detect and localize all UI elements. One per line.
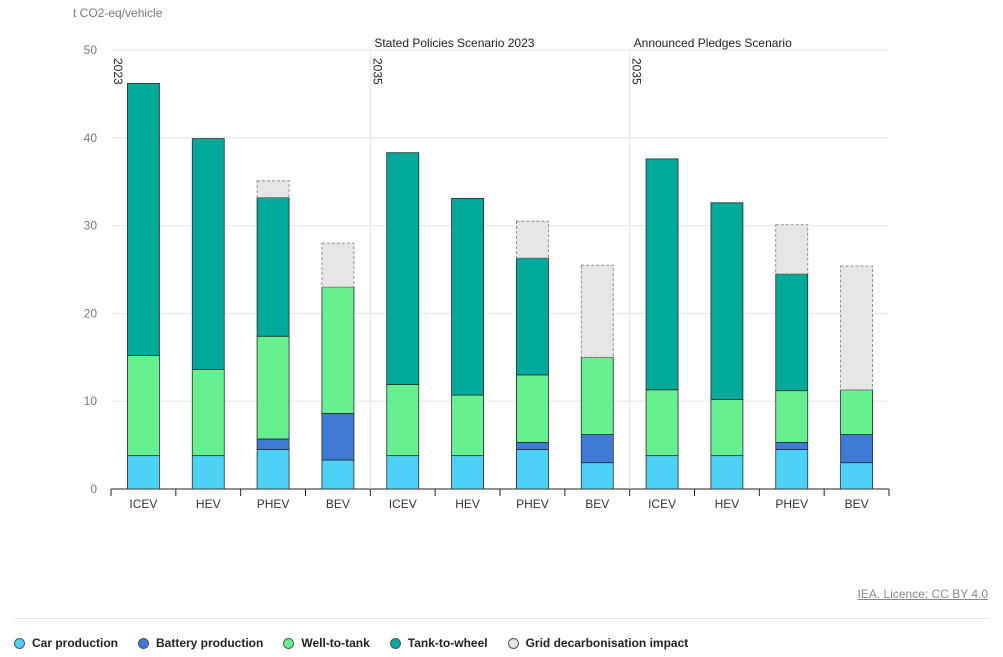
x-tick-label: BEV xyxy=(326,497,350,511)
bar-segment-grid-decarbonisation-impact xyxy=(775,224,809,275)
bar-segment-well-to-tank xyxy=(580,356,614,435)
bar-segment-battery-production xyxy=(321,413,355,461)
bar-segment-battery-production xyxy=(840,434,873,464)
group-year-label: 2023 xyxy=(111,58,125,85)
bar-segment-well-to-tank xyxy=(451,394,484,457)
x-tick-label: BEV xyxy=(585,497,609,511)
legend-label: Well-to-tank xyxy=(301,636,370,650)
legend-item-battery-production[interactable]: Battery production xyxy=(138,636,263,650)
x-tick-label: PHEV xyxy=(516,497,549,511)
group-title: Stated Policies Scenario 2023 xyxy=(374,36,534,50)
bar-segment-grid-decarbonisation-impact xyxy=(516,220,549,259)
legend-item-grid-decarbonisation-impact[interactable]: Grid decarbonisation impact xyxy=(507,636,689,650)
x-tick-label: HEV xyxy=(196,497,221,511)
legend-label: Battery production xyxy=(156,636,264,650)
bar-segment-car-production xyxy=(775,449,809,490)
bar-segment-car-production xyxy=(840,462,873,490)
bar-segment-car-production xyxy=(256,449,290,490)
bar-segment-tank-to-wheel xyxy=(451,197,484,396)
bar-segment-well-to-tank xyxy=(840,389,873,435)
y-tick-label: 50 xyxy=(84,43,98,57)
bar-segment-battery-production xyxy=(580,434,614,464)
bar-segment-car-production xyxy=(191,455,225,490)
legend-swatch-icon xyxy=(389,637,401,649)
bar-segment-battery-production xyxy=(516,442,549,450)
bar-segment-well-to-tank xyxy=(775,390,809,443)
bar-segment-well-to-tank xyxy=(645,389,679,457)
bar-segment-grid-decarbonisation-impact xyxy=(580,264,614,358)
bar-segment-well-to-tank xyxy=(386,384,420,457)
legend-label: Grid decarbonisation impact xyxy=(525,636,689,650)
bar-segment-tank-to-wheel xyxy=(775,273,809,392)
legend-swatch-icon xyxy=(138,637,149,649)
bar-segment-car-production xyxy=(127,455,160,490)
legend-swatch-icon xyxy=(283,637,295,649)
y-tick-label: 0 xyxy=(90,482,97,496)
x-tick-label: HEV xyxy=(455,497,480,511)
bar-segment-tank-to-wheel xyxy=(256,197,290,337)
legend-label: Tank-to-wheel xyxy=(407,636,488,650)
y-tick-label: 30 xyxy=(84,219,98,233)
bar-segment-car-production xyxy=(580,462,614,490)
bar-segment-battery-production xyxy=(775,442,809,450)
bar-segment-grid-decarbonisation-impact xyxy=(256,180,290,198)
bar-segment-well-to-tank xyxy=(710,399,744,457)
bar-segment-tank-to-wheel xyxy=(386,152,420,385)
x-tick-label: PHEV xyxy=(257,497,290,511)
group-year-label: 2035 xyxy=(370,58,384,85)
legend-divider xyxy=(14,618,989,619)
y-tick-label: 40 xyxy=(84,131,98,145)
x-tick-label: ICEV xyxy=(648,497,676,511)
bar-segment-tank-to-wheel xyxy=(645,158,679,391)
legend-item-well-to-tank[interactable]: Well-to-tank xyxy=(283,636,370,650)
y-tick-label: 20 xyxy=(84,306,98,320)
legend-label: Car production xyxy=(32,636,118,650)
bar-segment-well-to-tank xyxy=(256,335,290,440)
bar-segment-well-to-tank xyxy=(191,369,225,457)
legend-item-car-production[interactable]: Car production xyxy=(14,636,118,650)
x-tick-label: PHEV xyxy=(775,497,808,511)
x-tick-label: ICEV xyxy=(389,497,417,511)
x-tick-label: BEV xyxy=(845,497,869,511)
bar-segment-car-production xyxy=(386,455,420,490)
bar-segment-car-production xyxy=(710,455,744,490)
legend-swatch-icon xyxy=(507,637,519,649)
bar-segment-car-production xyxy=(645,455,679,490)
bar-segment-grid-decarbonisation-impact xyxy=(840,265,873,391)
bar-segment-tank-to-wheel xyxy=(516,257,549,376)
bar-segment-well-to-tank xyxy=(516,374,549,443)
stacked-bar-chart: 0 10 20 30 40 50 2023 Stated Policies Scenario … xyxy=(84,36,890,511)
legend-item-tank-to-wheel[interactable]: Tank-to-wheel xyxy=(389,636,488,650)
bar-segment-well-to-tank xyxy=(127,355,160,457)
y-tick-label: 10 xyxy=(84,394,98,408)
bar-segment-car-production xyxy=(451,455,484,490)
bar-segment-car-production xyxy=(516,449,549,490)
legend-swatch-icon xyxy=(14,637,25,649)
x-tick-label: ICEV xyxy=(129,497,157,511)
group-year-label: 2035 xyxy=(630,58,644,85)
bar-segment-tank-to-wheel xyxy=(191,138,225,370)
bar-segment-tank-to-wheel xyxy=(127,82,160,356)
bar-segment-car-production xyxy=(321,459,355,490)
bar-segment-tank-to-wheel xyxy=(710,202,744,400)
bar-segment-well-to-tank xyxy=(321,286,355,414)
x-tick-label: HEV xyxy=(715,497,740,511)
chart-legend: Car production Battery production Well-to-… xyxy=(14,636,688,650)
licence-credit-link[interactable]: IEA. Licence: CC BY 4.0 xyxy=(857,587,988,601)
bar-segment-battery-production xyxy=(256,438,290,450)
y-axis-unit-label: t CO2-eq/vehicle xyxy=(73,6,163,20)
group-title: Announced Pledges Scenario xyxy=(634,36,792,50)
bar-segment-grid-decarbonisation-impact xyxy=(321,242,355,288)
